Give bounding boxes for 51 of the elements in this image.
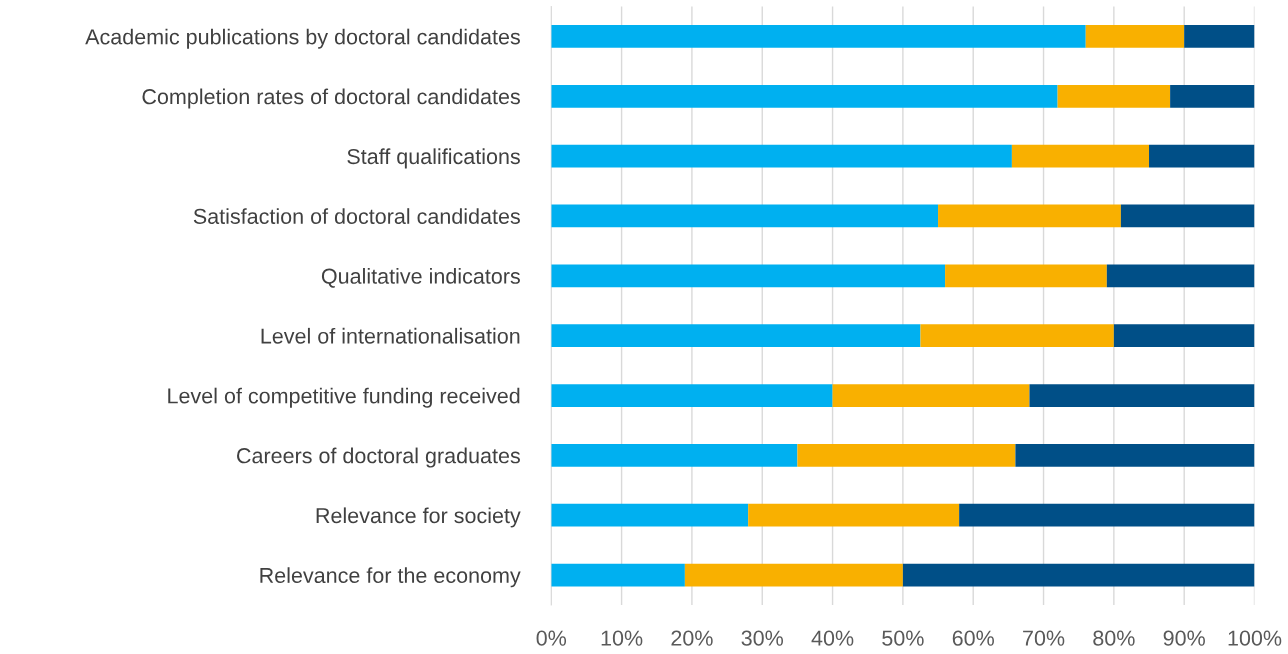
y-tick-label: Relevance for society bbox=[316, 507, 521, 528]
x-tick-label: 90% bbox=[1163, 630, 1205, 646]
bar bbox=[551, 264, 946, 288]
bar bbox=[902, 563, 1255, 587]
bar bbox=[551, 25, 1086, 48]
x-tick-label: 50% bbox=[882, 630, 924, 646]
y-tick-label: Level of competitive funding received bbox=[168, 387, 520, 408]
bar bbox=[1184, 25, 1255, 48]
x-tick-label: 10% bbox=[601, 630, 643, 646]
bar bbox=[1106, 264, 1255, 288]
bar bbox=[1011, 144, 1150, 168]
bar bbox=[1085, 25, 1185, 48]
x-tick-label: 40% bbox=[811, 630, 854, 646]
bar bbox=[797, 443, 1016, 467]
bar bbox=[551, 503, 749, 527]
y-tick-label: Qualitative indicators bbox=[321, 268, 520, 288]
bar bbox=[1120, 204, 1255, 228]
y-tick-label: Level of internationalisation bbox=[261, 327, 520, 344]
y-tick-label: Staff qualifications bbox=[347, 148, 520, 169]
y-tick-label: Careers of doctoral graduates bbox=[237, 447, 520, 468]
bar bbox=[551, 443, 798, 467]
bar bbox=[551, 384, 833, 407]
bar bbox=[1113, 324, 1255, 348]
bar bbox=[938, 204, 1121, 228]
bar bbox=[551, 324, 921, 348]
bar bbox=[551, 84, 1058, 108]
bar bbox=[959, 503, 1255, 527]
x-tick-label: 20% bbox=[671, 630, 713, 646]
y-tick-label: Academic publications by doctoral candidates bbox=[85, 28, 520, 49]
x-tick-label: 80% bbox=[1093, 630, 1135, 646]
bar bbox=[551, 204, 939, 228]
bar bbox=[1029, 384, 1255, 407]
y-tick-label: Satisfaction of doctoral candidates bbox=[193, 208, 520, 224]
x-tick-label: 0% bbox=[536, 630, 567, 646]
x-tick-label: 100% bbox=[1228, 630, 1282, 646]
bar bbox=[551, 563, 685, 587]
bar bbox=[1015, 443, 1255, 467]
bar bbox=[1170, 84, 1255, 108]
y-tick-label: Relevance for the economy bbox=[260, 567, 521, 588]
x-tick-label: 30% bbox=[741, 630, 784, 646]
y-tick-label: Completion rates of doctoral candidates bbox=[142, 88, 520, 109]
bar bbox=[684, 563, 903, 587]
x-tick-label: 60% bbox=[952, 630, 994, 646]
bar bbox=[1149, 144, 1255, 168]
x-tick-label: 70% bbox=[1023, 630, 1065, 646]
bar bbox=[748, 503, 960, 527]
bar bbox=[832, 384, 1030, 407]
bar bbox=[551, 144, 1012, 168]
bar bbox=[1057, 84, 1171, 108]
bar bbox=[945, 264, 1107, 288]
bar bbox=[920, 324, 1114, 348]
